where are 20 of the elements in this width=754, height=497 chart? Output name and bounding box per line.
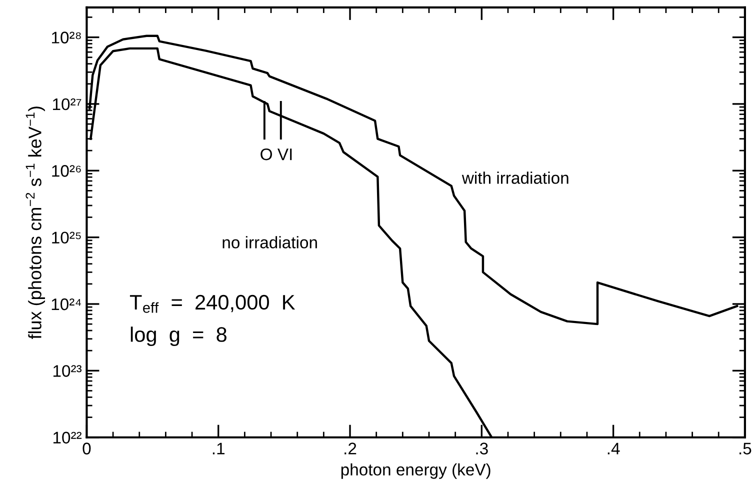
x-tick-label: .4: [608, 442, 620, 454]
annotation: with irradiation: [462, 172, 568, 184]
y-tick-label: 10²³: [53, 365, 82, 377]
annotation: log g = 8: [130, 326, 226, 346]
x-axis-title: photon energy (keV): [341, 463, 490, 479]
y-tick-label: 10²⁸: [52, 32, 81, 44]
y-tick-label: 10²⁶: [52, 165, 81, 177]
y-tick-label: 10²²: [53, 432, 82, 444]
annotation: no irradiation: [222, 236, 317, 248]
annotation: O VI: [260, 148, 292, 160]
y-tick-label: 10²⁴: [52, 298, 82, 310]
y-axis-title: flux (photons cm$^{−2}$ s$^{−1}$ keV$^{−1}$): [26, 106, 45, 340]
y-tick-label: 10²⁷: [53, 98, 82, 110]
x-tick-label: 0: [82, 442, 91, 454]
x-tick-label: .3: [476, 442, 488, 454]
x-tick-label: .2: [344, 442, 356, 454]
x-tick-label: .1: [212, 442, 224, 454]
x-tick-label: .5: [740, 442, 752, 454]
annotation: T$_{eff}$ = 240,000 K: [130, 294, 296, 313]
y-tick-label: 10²⁵: [52, 232, 81, 244]
